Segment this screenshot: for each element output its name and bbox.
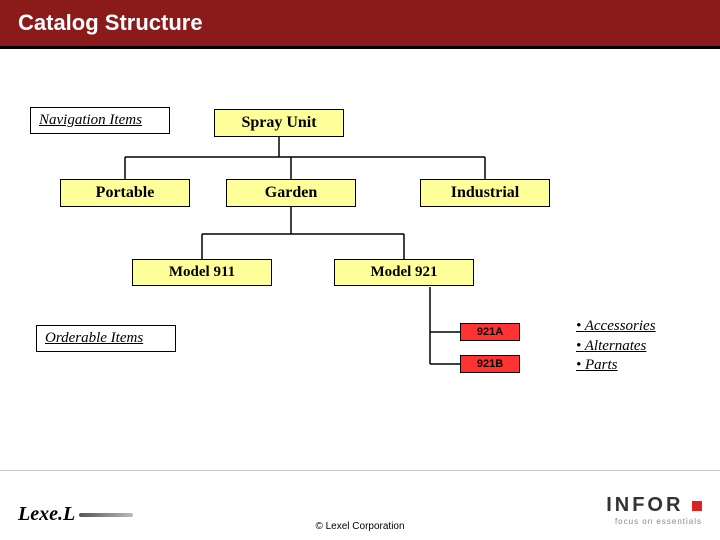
label-navigation-items: Navigation Items [30, 107, 170, 134]
node-root: Spray Unit [214, 109, 344, 137]
label-navigation-text: Navigation Items [39, 112, 142, 128]
node-921a-label: 921A [477, 326, 503, 338]
label-orderable-text: Orderable Items [45, 330, 143, 346]
bullet-list: • Accessories • Alternates • Parts [576, 317, 656, 376]
label-orderable-items: Orderable Items [36, 325, 176, 352]
logo-infor-brand: INFOR [606, 494, 702, 517]
bullet-accessories: • Accessories [576, 317, 656, 337]
node-garden: Garden [226, 179, 356, 207]
node-industrial-label: Industrial [451, 184, 519, 201]
slide-header: Catalog Structure [0, 0, 720, 49]
node-model-911-label: Model 911 [169, 264, 235, 280]
node-921a: 921A [460, 323, 520, 341]
node-921b-label: 921B [477, 358, 503, 370]
footer-copyright: © Lexel Corporation [0, 521, 720, 532]
node-model-921-label: Model 921 [370, 264, 437, 280]
node-portable-label: Portable [96, 184, 155, 201]
diagram-canvas: Navigation Items Orderable Items Spray U… [0, 49, 720, 469]
node-portable: Portable [60, 179, 190, 207]
node-root-label: Spray Unit [241, 114, 316, 131]
node-garden-label: Garden [265, 184, 317, 201]
bullet-alternates: • Alternates [576, 337, 656, 357]
bullet-parts: • Parts [576, 356, 656, 376]
node-industrial: Industrial [420, 179, 550, 207]
node-921b: 921B [460, 355, 520, 373]
slide-title: Catalog Structure [18, 10, 203, 35]
logo-infor-dot-icon [692, 501, 702, 511]
node-model-911: Model 911 [132, 259, 272, 286]
logo-lexel-bar-icon [79, 513, 133, 517]
slide-footer: Lexe.L INFOR focus on essentials © Lexel… [0, 470, 720, 540]
node-model-921: Model 921 [334, 259, 474, 286]
